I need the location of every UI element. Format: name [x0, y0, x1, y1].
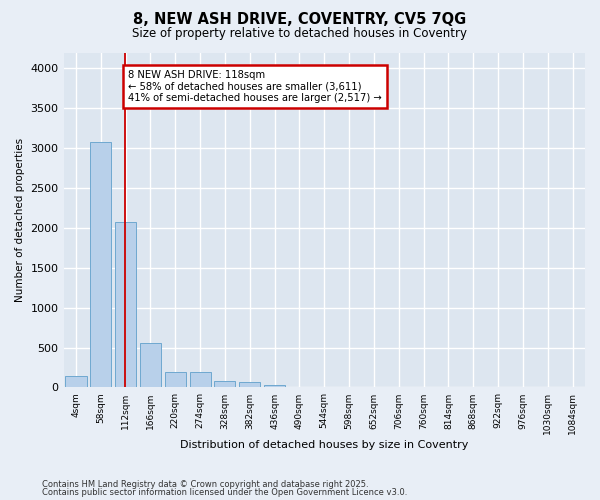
Bar: [214, 382, 235, 388]
Text: 8 NEW ASH DRIVE: 118sqm
← 58% of detached houses are smaller (3,611)
41% of semi: 8 NEW ASH DRIVE: 118sqm ← 58% of detache…: [128, 70, 382, 103]
Bar: [140, 343, 161, 388]
Bar: [264, 385, 285, 388]
Text: Contains public sector information licensed under the Open Government Licence v3: Contains public sector information licen…: [42, 488, 407, 497]
Bar: [90, 142, 112, 388]
Bar: [165, 372, 186, 388]
Text: 8, NEW ASH DRIVE, COVENTRY, CV5 7QG: 8, NEW ASH DRIVE, COVENTRY, CV5 7QG: [133, 12, 467, 28]
X-axis label: Distribution of detached houses by size in Coventry: Distribution of detached houses by size …: [180, 440, 469, 450]
Bar: [239, 382, 260, 388]
Text: Size of property relative to detached houses in Coventry: Size of property relative to detached ho…: [133, 28, 467, 40]
Bar: [115, 222, 136, 388]
Y-axis label: Number of detached properties: Number of detached properties: [15, 138, 25, 302]
Text: Contains HM Land Registry data © Crown copyright and database right 2025.: Contains HM Land Registry data © Crown c…: [42, 480, 368, 489]
Bar: [190, 372, 211, 388]
Bar: [65, 376, 86, 388]
